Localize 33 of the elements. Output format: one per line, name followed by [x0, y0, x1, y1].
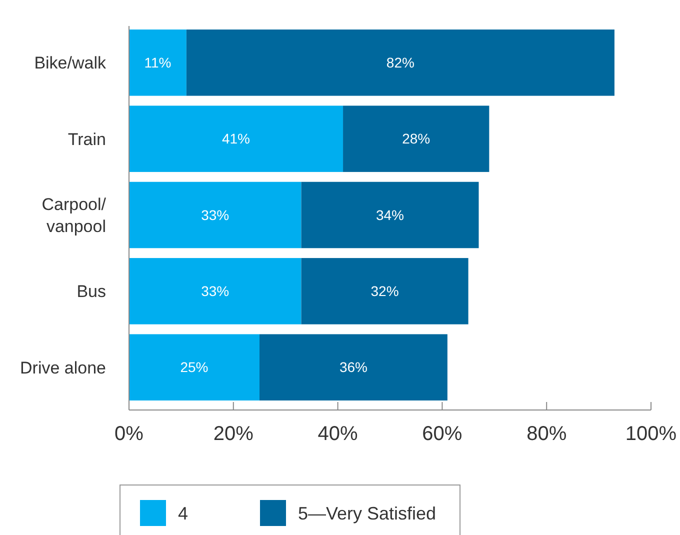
data-label: 25%: [180, 359, 208, 376]
bar: [129, 30, 186, 96]
data-label: 36%: [339, 359, 368, 376]
data-label: 82%: [386, 54, 414, 71]
y-tick-label: Drive alone: [20, 358, 106, 378]
y-tick-label: Carpool/ vanpool: [42, 194, 106, 236]
data-label: 41%: [222, 130, 250, 147]
bar: [129, 258, 302, 324]
x-tick-label: 80%: [526, 423, 567, 445]
bar: [301, 258, 468, 324]
data-label: 33%: [201, 283, 230, 300]
x-tick-label: 100%: [625, 423, 677, 445]
y-tick-label: Bike/walk: [34, 54, 106, 73]
y-tick-label: Bus: [76, 282, 106, 302]
bar: [260, 334, 448, 400]
bar: [343, 106, 490, 172]
y-tick-label: Train: [68, 130, 106, 149]
x-tick-label: 60%: [422, 423, 462, 445]
data-label: 34%: [376, 206, 404, 223]
data-label: 11%: [144, 54, 172, 71]
x-tick-label: 20%: [213, 423, 254, 445]
x-tick-label: 40%: [318, 423, 358, 445]
bar: [129, 334, 260, 400]
data-label: 32%: [370, 283, 399, 300]
x-tick-label: 0%: [114, 423, 144, 445]
bar: [301, 182, 479, 248]
data-label: 33%: [201, 206, 230, 223]
bar: [129, 106, 344, 172]
data-label: 28%: [402, 130, 430, 147]
bar: [186, 30, 614, 96]
legend-label: 5—Very Satisfied: [298, 503, 436, 524]
legend-label: 4: [178, 503, 188, 524]
bar: [129, 182, 302, 248]
